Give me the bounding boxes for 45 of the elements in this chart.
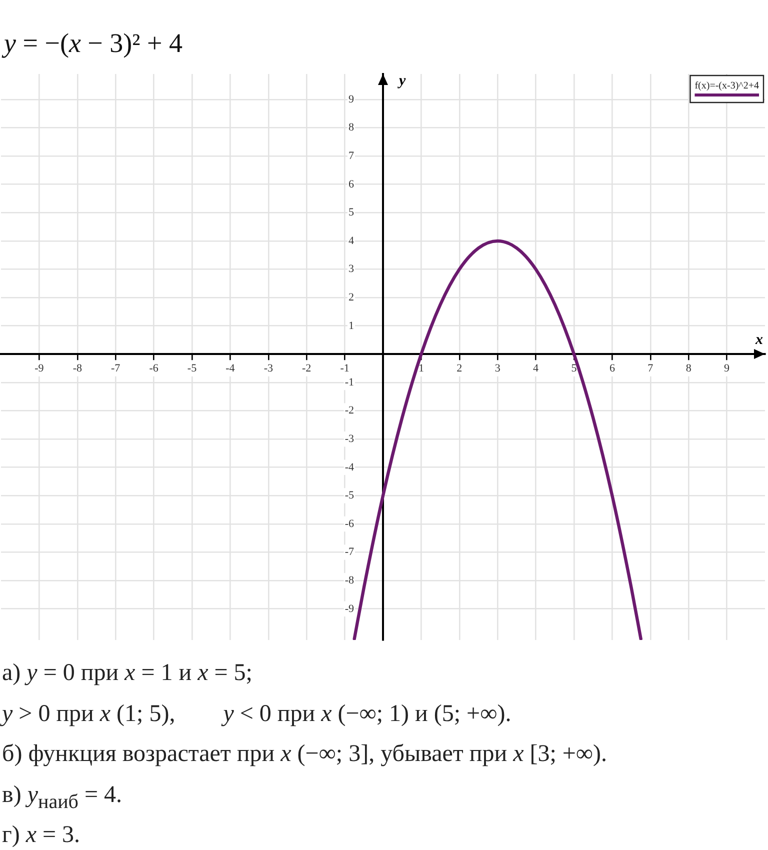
text: y > 0 при x (1; 5), y < 0 при x (−∞; 1) и (5; +∞).	[2, 700, 512, 726]
text: в) y$_{наиб}$ = 4.	[2, 780, 123, 814]
text: б) функция возрастает при x (−∞; 3], убывает при x [3; +∞).	[2, 740, 608, 769]
y-tick-label: 4	[348, 234, 354, 247]
y-tick-label: 6	[348, 178, 354, 190]
x-tick-label: -4	[226, 362, 236, 375]
x-tick-label: 6	[609, 362, 616, 375]
x-tick-label: -6	[149, 362, 159, 375]
x-tick-label: 4	[533, 362, 540, 375]
x-tick-label: 2	[456, 362, 462, 375]
y-tick-label: 5	[348, 206, 354, 219]
y-tick-label: -3	[344, 432, 354, 445]
y-tick-label: -6	[344, 518, 354, 530]
y-tick-label: -5	[344, 490, 354, 502]
y-tick-label: 3	[348, 263, 354, 276]
y-tick-label: -4	[344, 461, 354, 474]
y-tick-label: 2	[348, 291, 354, 304]
x-axis-title: x	[754, 332, 764, 348]
text: а) y = 0 при x = 1 и x = 5;	[2, 659, 254, 688]
y-tick-label: 1	[348, 320, 354, 332]
x-tick-label: 9	[724, 362, 730, 375]
x-tick-label: 8	[686, 362, 692, 375]
x-tick-label: 3	[494, 362, 501, 375]
y-tick-label: -1	[344, 376, 354, 388]
x-tick-label: -7	[111, 362, 121, 375]
x-tick-label: 5	[571, 362, 578, 375]
y-tick-label: 9	[348, 93, 354, 106]
y-axis-title: y	[397, 73, 406, 89]
line-series	[352, 239, 642, 640]
y-tick-label: 7	[348, 150, 354, 162]
x-tick-label: -8	[72, 362, 82, 375]
y-tick-label: 8	[348, 122, 354, 134]
text: f(x)=-(x-3)^2+4	[694, 80, 760, 92]
x-tick-label: -5	[187, 362, 198, 375]
x-tick-label: -3	[264, 362, 274, 375]
x-tick-label: -2	[302, 362, 312, 375]
x-tick-label: -9	[34, 362, 44, 375]
x-tick-label: 1	[418, 362, 424, 375]
y-tick-label: -8	[344, 574, 354, 586]
text: г) x = 3.	[2, 821, 82, 850]
y-tick-label: -9	[344, 602, 354, 615]
chart-title: y = −(x − 3)² + 4	[4, 28, 182, 59]
y-tick-label: -2	[344, 404, 354, 417]
x-tick-label: 7	[648, 362, 654, 375]
y-tick-label: -7	[344, 546, 354, 558]
